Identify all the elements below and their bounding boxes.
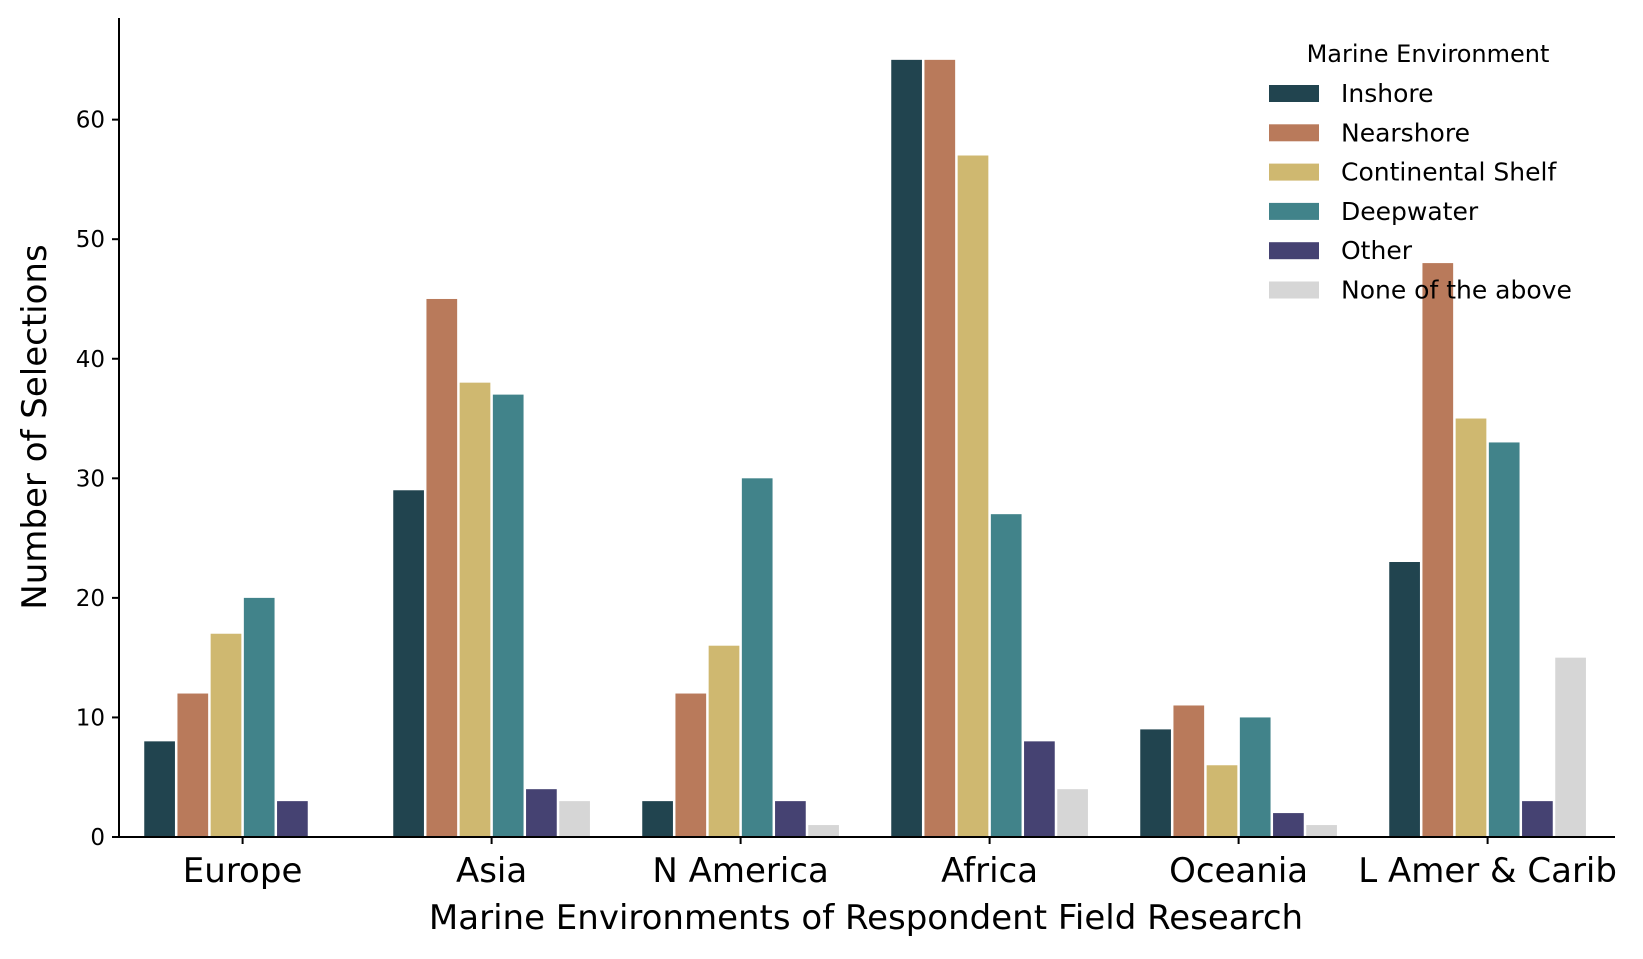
legend-swatch bbox=[1269, 242, 1319, 260]
bar-europe-inshore bbox=[144, 741, 175, 837]
bar-asia-none-of-the-above bbox=[559, 801, 590, 837]
y-tick-label: 60 bbox=[76, 108, 105, 134]
bar-africa-nearshore bbox=[924, 59, 956, 838]
bar-n-america-continental-shelf bbox=[708, 645, 740, 837]
bar-l-amer-carib-inshore bbox=[1389, 562, 1420, 837]
y-tick-label: 10 bbox=[76, 705, 105, 731]
legend-swatch bbox=[1269, 202, 1319, 220]
bar-oceania-continental-shelf bbox=[1206, 765, 1238, 837]
bar-africa-none-of-the-above bbox=[1057, 789, 1088, 837]
bar-l-amer-carib-deepwater bbox=[1488, 442, 1520, 837]
bar-l-amer-carib-continental-shelf bbox=[1455, 418, 1487, 837]
axes-layer: 0 10 20 30 40 50 60 Europe Asia N America Africa O… bbox=[76, 18, 1617, 891]
y-tick-label: 30 bbox=[76, 466, 105, 492]
bar-l-amer-carib-other bbox=[1522, 801, 1553, 837]
x-tick-label: Oceania bbox=[1169, 851, 1308, 891]
legend-label: None of the above bbox=[1341, 276, 1572, 305]
legend-swatch bbox=[1269, 124, 1319, 142]
x-tick-label: Europe bbox=[183, 851, 303, 891]
bar-oceania-deepwater bbox=[1239, 717, 1271, 837]
legend-swatch bbox=[1269, 163, 1319, 181]
y-tick-label: 0 bbox=[90, 825, 105, 851]
x-tick-label: L Amer & Carib bbox=[1358, 851, 1617, 891]
x-tick-label: Asia bbox=[456, 851, 527, 891]
y-tick-label: 40 bbox=[76, 347, 105, 373]
bars-layer bbox=[144, 59, 1586, 838]
bar-europe-deepwater bbox=[243, 597, 275, 837]
legend-label: Other bbox=[1341, 236, 1413, 265]
legend-label: Inshore bbox=[1341, 79, 1434, 108]
bar-l-amer-carib-nearshore bbox=[1422, 263, 1454, 838]
legend-label: Continental Shelf bbox=[1341, 158, 1557, 187]
bar-europe-other bbox=[277, 801, 308, 837]
legend-label: Deepwater bbox=[1341, 197, 1479, 226]
y-tick-label: 20 bbox=[76, 586, 105, 612]
bar-oceania-inshore bbox=[1140, 729, 1171, 837]
y-axis-label: Number of Selections bbox=[15, 244, 55, 609]
bar-asia-deepwater bbox=[492, 394, 524, 837]
bar-asia-continental-shelf bbox=[459, 382, 491, 837]
bar-n-america-inshore bbox=[642, 801, 673, 837]
bar-europe-continental-shelf bbox=[210, 633, 242, 837]
legend-swatch bbox=[1269, 281, 1319, 299]
bar-europe-nearshore bbox=[177, 693, 209, 837]
bar-asia-inshore bbox=[393, 490, 424, 837]
legend-label: Nearshore bbox=[1341, 118, 1470, 147]
bar-n-america-deepwater bbox=[741, 478, 773, 837]
x-tick-label: N America bbox=[652, 851, 829, 891]
bar-l-amer-carib-none-of-the-above bbox=[1555, 657, 1586, 837]
bar-n-america-nearshore bbox=[675, 693, 707, 837]
legend: Marine Environment Inshore Nearshore Conti… bbox=[1269, 40, 1572, 305]
legend-swatch bbox=[1269, 85, 1319, 102]
legend-title: Marine Environment bbox=[1307, 40, 1550, 68]
bar-africa-other bbox=[1024, 741, 1055, 837]
y-tick-label: 50 bbox=[76, 227, 105, 253]
bar-n-america-other bbox=[775, 801, 806, 837]
bar-oceania-none-of-the-above bbox=[1306, 825, 1337, 837]
bar-oceania-nearshore bbox=[1173, 705, 1205, 837]
bar-africa-continental-shelf bbox=[957, 155, 989, 837]
bar-africa-inshore bbox=[891, 59, 922, 838]
legend-items: Inshore Nearshore Continental Shelf Deepwat… bbox=[1269, 79, 1572, 305]
bar-n-america-none-of-the-above bbox=[808, 825, 839, 837]
x-ticks: Europe Asia N America Africa Oceania L Amer &… bbox=[183, 837, 1617, 891]
x-tick-label: Africa bbox=[941, 851, 1038, 891]
bar-africa-deepwater bbox=[990, 514, 1022, 837]
y-ticks: 0 10 20 30 40 50 60 bbox=[76, 108, 119, 851]
bar-asia-other bbox=[526, 789, 557, 837]
bar-asia-nearshore bbox=[426, 298, 458, 838]
x-axis-label: Marine Environments of Respondent Field … bbox=[429, 898, 1303, 938]
bar-oceania-other bbox=[1273, 813, 1304, 837]
